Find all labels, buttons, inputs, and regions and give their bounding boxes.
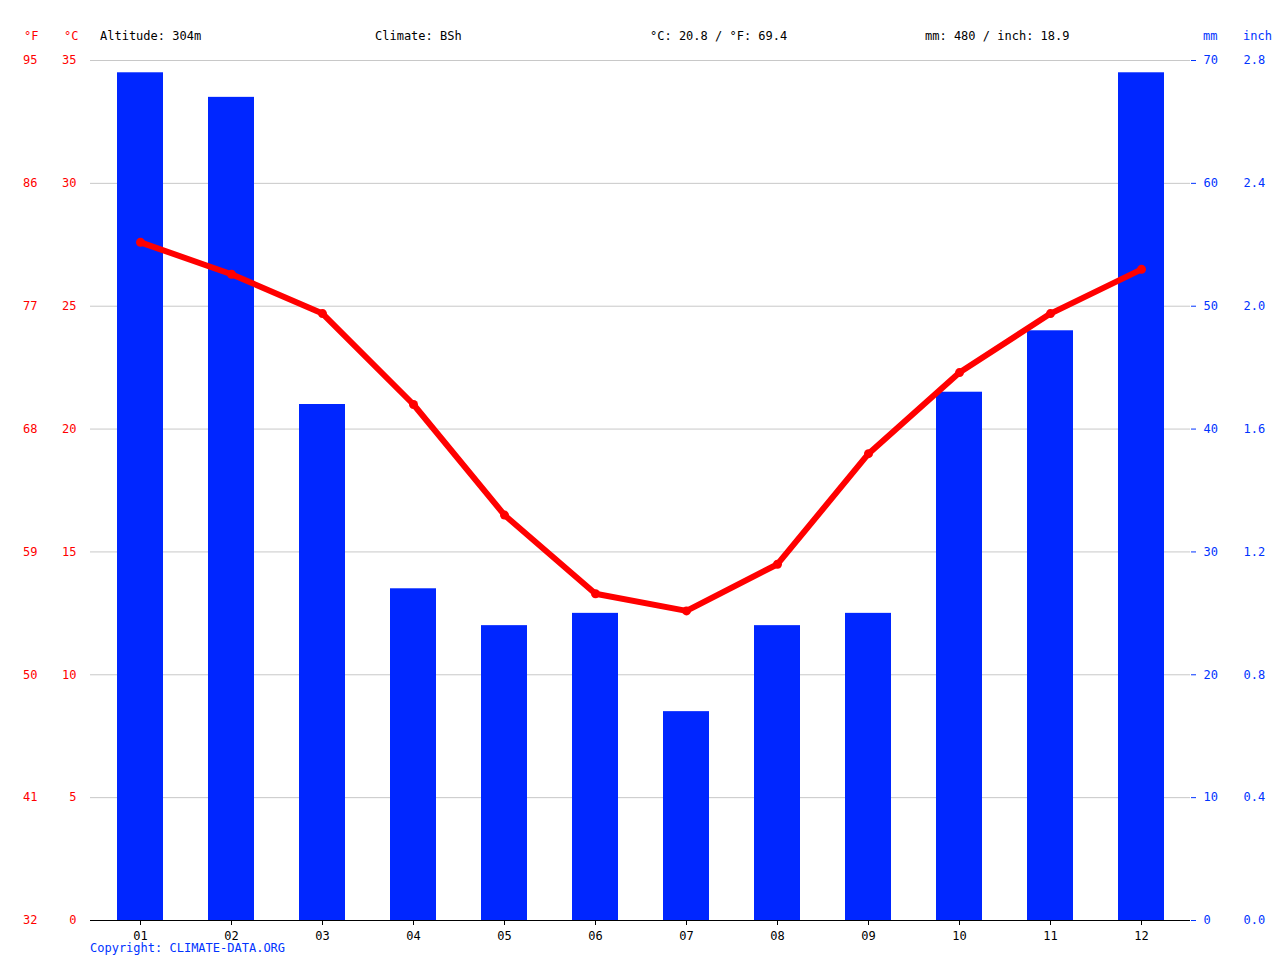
svg-text:0.8: 0.8	[1244, 668, 1266, 682]
svg-text:32: 32	[23, 913, 37, 927]
html-text:°C: 20.8 / °F: 69.4: °C: 20.8 / °F: 69.4	[650, 29, 788, 43]
svg-text:03: 03	[315, 929, 329, 943]
svg-text:06: 06	[588, 929, 602, 943]
svg-text:04: 04	[406, 929, 420, 943]
html-text:Climate: BSh: Climate: BSh	[375, 29, 462, 43]
svg-text:11: 11	[1043, 929, 1057, 943]
svg-text:50: 50	[1204, 299, 1218, 313]
svg-text:41: 41	[23, 790, 37, 804]
html-text:mm: 480 / inch: 18.9: mm: 480 / inch: 18.9	[925, 29, 1070, 43]
svg-text:30: 30	[62, 176, 76, 190]
svg-text:77: 77	[23, 299, 37, 313]
html-text:inch: inch	[1243, 29, 1272, 43]
svg-text:68: 68	[23, 422, 37, 436]
svg-text:50: 50	[23, 668, 37, 682]
svg-text:20: 20	[62, 422, 76, 436]
svg-text:40: 40	[1204, 422, 1218, 436]
svg-text:05: 05	[497, 929, 511, 943]
svg-text:0: 0	[69, 913, 76, 927]
svg-text:10: 10	[1204, 790, 1218, 804]
svg-text:25: 25	[62, 299, 76, 313]
svg-text:0.0: 0.0	[1244, 913, 1266, 927]
html-text:°C: °C	[64, 29, 79, 43]
svg-text:08: 08	[770, 929, 784, 943]
svg-text:5: 5	[69, 790, 76, 804]
svg-text:02: 02	[224, 929, 238, 943]
html-text:Altitude: 304m: Altitude: 304m	[100, 29, 202, 43]
svg-text:59: 59	[23, 545, 37, 559]
svg-text:1.2: 1.2	[1244, 545, 1266, 559]
html-text:Copyright: CLIMATE-DATA.ORG: Copyright: CLIMATE-DATA.ORG	[90, 941, 286, 955]
html-text:mm: mm	[1203, 29, 1218, 43]
svg-text:95: 95	[23, 53, 37, 67]
svg-text:07: 07	[679, 929, 693, 943]
svg-text:15: 15	[62, 545, 76, 559]
html-text:°F: °F	[24, 29, 39, 43]
svg-text:60: 60	[1204, 176, 1218, 190]
svg-text:20: 20	[1204, 668, 1218, 682]
svg-text:70: 70	[1204, 53, 1218, 67]
svg-text:2.8: 2.8	[1244, 53, 1266, 67]
svg-text:86: 86	[23, 176, 37, 190]
svg-text:09: 09	[861, 929, 875, 943]
svg-text:30: 30	[1204, 545, 1218, 559]
svg-text:0.4: 0.4	[1244, 790, 1266, 804]
svg-text:01: 01	[133, 929, 147, 943]
svg-text:2.4: 2.4	[1244, 176, 1266, 190]
svg-text:2.0: 2.0	[1244, 299, 1266, 313]
svg-text:0: 0	[1204, 913, 1211, 927]
svg-text:35: 35	[62, 53, 76, 67]
svg-text:10: 10	[62, 668, 76, 682]
svg-text:10: 10	[952, 929, 966, 943]
svg-text:12: 12	[1134, 929, 1148, 943]
svg-text:1.6: 1.6	[1244, 422, 1266, 436]
